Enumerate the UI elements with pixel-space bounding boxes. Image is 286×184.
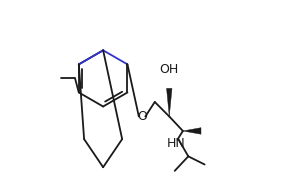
Text: HN: HN bbox=[167, 137, 186, 150]
Text: OH: OH bbox=[160, 63, 179, 76]
Polygon shape bbox=[166, 88, 172, 116]
Polygon shape bbox=[183, 128, 201, 134]
Text: O: O bbox=[137, 110, 147, 123]
